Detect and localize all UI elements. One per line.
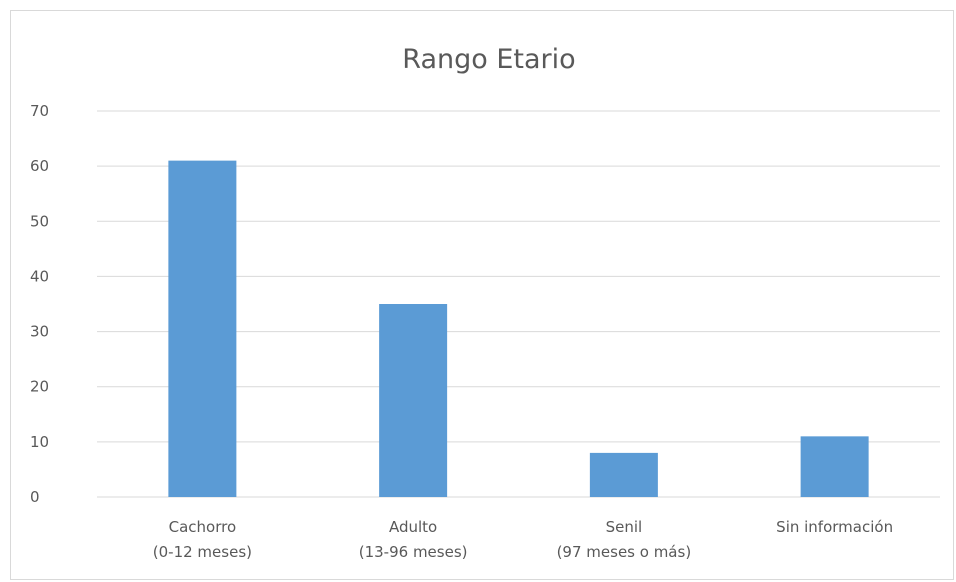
chart-title: Rango Etario <box>402 44 575 75</box>
y-tick-label: 0 <box>30 488 40 506</box>
y-tick-label: 20 <box>30 378 49 396</box>
x-category-label: Senil <box>606 518 643 536</box>
y-tick-label: 50 <box>30 212 49 230</box>
x-axis-categories: Cachorro (0-12 meses) Adulto (13-96 meses) S… <box>153 518 893 561</box>
x-category-label: (0-12 meses) <box>153 543 252 561</box>
x-category-label: Cachorro <box>169 518 237 536</box>
bar <box>800 436 869 497</box>
y-tick-label: 40 <box>30 267 49 285</box>
y-tick-label: 60 <box>30 157 49 175</box>
bar <box>589 452 658 497</box>
grid-lines <box>97 110 940 498</box>
bar <box>379 304 448 497</box>
y-tick-label: 70 <box>30 102 49 120</box>
y-tick-label: 30 <box>30 323 49 341</box>
bar <box>168 160 237 497</box>
x-category-label: Adulto <box>389 518 437 536</box>
x-category-label: (13-96 meses) <box>359 543 468 561</box>
x-category-label: (97 meses o más) <box>557 543 692 561</box>
y-tick-label: 10 <box>30 433 49 451</box>
x-category-label: Sin información <box>776 518 893 536</box>
y-axis-ticks: 0 10 20 30 40 50 60 70 <box>30 102 49 506</box>
chart-frame <box>10 10 954 580</box>
bars <box>168 160 869 497</box>
